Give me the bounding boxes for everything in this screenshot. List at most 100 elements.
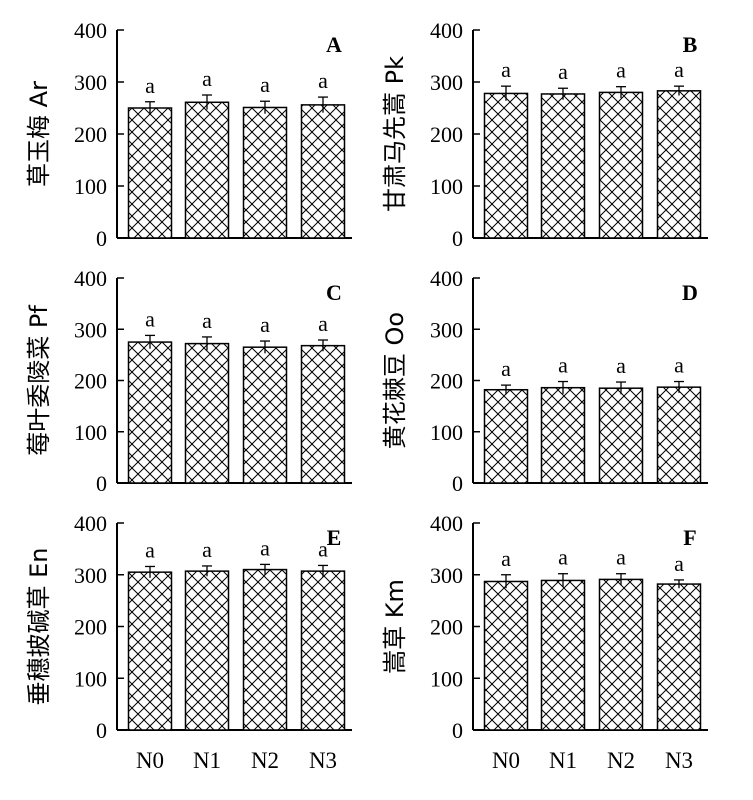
y-tick-label: 100: [74, 174, 107, 199]
significance-letter: a: [616, 58, 626, 83]
bar-n1: [184, 570, 230, 731]
y-tick-label: 0: [96, 471, 107, 496]
bar-n0: [127, 571, 173, 731]
bar-n1: [540, 386, 586, 484]
bar-n3: [300, 570, 346, 731]
bar-n3: [656, 583, 702, 731]
significance-letter: a: [318, 536, 328, 561]
panel-a: 0 100 200 300 400 草玉梅 Ar Aa a a a: [25, 18, 352, 251]
y-tick-label: 300: [430, 70, 463, 95]
bar-n3: [656, 386, 702, 484]
y-tick-label: 200: [430, 369, 463, 394]
panel-b: 0 100 200 300 400 甘肃马先蒿 Pk Ba a a a: [381, 18, 708, 251]
y-tick-label: 0: [452, 718, 463, 743]
bar-n2: [598, 387, 644, 484]
significance-letter: a: [202, 308, 212, 333]
y-tick-label: 400: [430, 18, 463, 43]
significance-letter: a: [145, 306, 155, 331]
significance-letter: a: [260, 312, 270, 337]
y-tick-label: 400: [430, 511, 463, 536]
y-tick-label: 200: [74, 369, 107, 394]
bar-n2: [598, 91, 644, 239]
y-axis-label: 草玉梅 Ar: [25, 81, 53, 187]
bar-n3: [300, 344, 346, 484]
y-tick-label: 100: [74, 420, 107, 445]
bar-n2: [242, 106, 288, 239]
significance-letter: a: [616, 545, 626, 570]
significance-letter: a: [558, 59, 568, 84]
bar-n0: [483, 388, 529, 484]
panel-letter: F: [683, 525, 696, 550]
x-tick-label: N3: [309, 748, 337, 773]
y-tick-label: 0: [96, 718, 107, 743]
panel-f: 0 100 200 300 400 嵩草 Km Fa N0 a N1 a N2 a N3: [381, 511, 708, 773]
y-tick-label: 0: [452, 471, 463, 496]
y-axis-label: 甘肃马先蒿 Pk: [381, 56, 409, 212]
panel-letter: C: [326, 280, 342, 305]
bar-n2: [598, 578, 644, 731]
x-tick-label: N3: [665, 748, 693, 773]
y-tick-label: 200: [74, 122, 107, 147]
significance-letter: a: [558, 353, 568, 378]
y-tick-label: 400: [74, 18, 107, 43]
significance-letter: a: [145, 73, 155, 98]
significance-letter: a: [202, 537, 212, 562]
significance-letter: a: [501, 57, 511, 82]
y-tick-label: 100: [430, 666, 463, 691]
significance-letter: a: [558, 545, 568, 570]
significance-letter: a: [260, 535, 270, 560]
y-tick-label: 400: [74, 511, 107, 536]
y-tick-label: 200: [430, 122, 463, 147]
panel-letter: D: [682, 280, 698, 305]
y-axis-label: 黄花棘豆 Oo: [381, 312, 409, 449]
significance-letter: a: [501, 356, 511, 381]
y-tick-label: 0: [96, 226, 107, 251]
bar-n1: [184, 101, 230, 239]
bar-n0: [127, 107, 173, 239]
y-tick-label: 200: [74, 615, 107, 640]
bar-n2: [242, 568, 288, 731]
significance-letter: a: [318, 311, 328, 336]
panel-e: 0 100 200 300 400 垂穗披碱草 En Ea N0 a N1 a N2 a N3: [25, 511, 352, 773]
y-axis-label: 莓叶委陵菜 Pf: [25, 305, 53, 456]
y-tick-label: 0: [452, 226, 463, 251]
x-tick-label: N2: [251, 748, 279, 773]
y-tick-label: 100: [430, 174, 463, 199]
y-tick-label: 300: [430, 563, 463, 588]
significance-letter: a: [674, 353, 684, 378]
x-tick-label: N0: [492, 748, 520, 773]
y-tick-label: 100: [74, 666, 107, 691]
x-tick-label: N0: [136, 748, 164, 773]
panel-letter: E: [327, 525, 342, 550]
x-tick-label: N1: [549, 748, 577, 773]
significance-letter: a: [318, 68, 328, 93]
y-axis-label: 垂穗披碱草 En: [25, 547, 53, 705]
y-tick-label: 400: [74, 266, 107, 291]
y-axis-label: 嵩草 Km: [381, 579, 409, 674]
significance-letter: a: [674, 551, 684, 576]
x-tick-label: N2: [607, 748, 635, 773]
panel-c: 0 100 200 300 400 莓叶委陵菜 Pf Ca a a a: [25, 266, 352, 496]
bar-n3: [300, 104, 346, 239]
x-tick-label: N1: [193, 748, 221, 773]
bar-n0: [483, 92, 529, 239]
significance-letter: a: [202, 66, 212, 91]
panel-d: 0 100 200 300 400 黄花棘豆 Oo Da a a a: [381, 266, 708, 496]
panel-letter: B: [683, 32, 698, 57]
bar-n3: [656, 90, 702, 239]
y-tick-label: 300: [430, 317, 463, 342]
significance-letter: a: [616, 353, 626, 378]
bar-n1: [540, 579, 586, 731]
y-tick-label: 400: [430, 266, 463, 291]
bar-n2: [242, 346, 288, 484]
significance-letter: a: [260, 72, 270, 97]
bar-n1: [184, 342, 230, 484]
significance-letter: a: [674, 57, 684, 82]
panel-letter: A: [326, 32, 342, 57]
significance-letter: a: [145, 537, 155, 562]
y-tick-label: 300: [74, 563, 107, 588]
bar-n0: [127, 341, 173, 484]
y-tick-label: 100: [430, 420, 463, 445]
significance-letter: a: [501, 546, 511, 571]
